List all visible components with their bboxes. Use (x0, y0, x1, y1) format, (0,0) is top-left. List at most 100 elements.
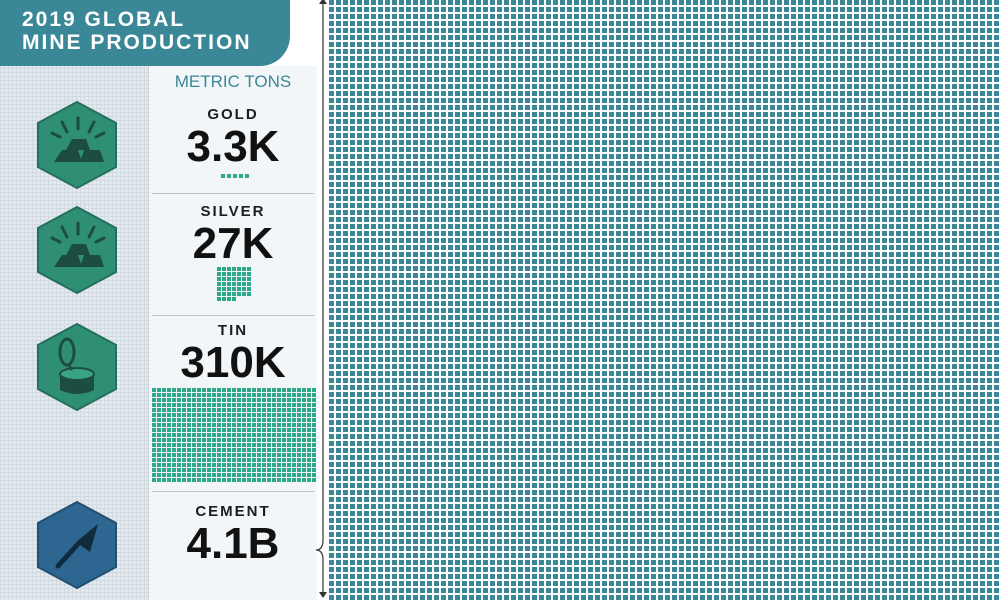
cement-square (973, 0, 978, 5)
cement-square (483, 98, 488, 103)
cement-square (609, 238, 614, 243)
tin-square (302, 423, 306, 427)
cement-square (574, 203, 579, 208)
cement-square (637, 42, 642, 47)
cement-square (994, 266, 999, 271)
cement-square (812, 210, 817, 215)
cement-square (455, 175, 460, 180)
cement-square (784, 294, 789, 299)
cement-square (973, 42, 978, 47)
cement-square (483, 49, 488, 54)
cement-square (504, 210, 509, 215)
cement-square (651, 182, 656, 187)
tin-square (157, 473, 161, 477)
cement-square (791, 308, 796, 313)
cement-square (763, 189, 768, 194)
cement-square (630, 77, 635, 82)
cement-square (462, 294, 467, 299)
cement-square (581, 161, 586, 166)
cement-square (651, 49, 656, 54)
cement-square (980, 168, 985, 173)
cement-square (371, 35, 376, 40)
cement-square (910, 231, 915, 236)
cement-square (833, 196, 838, 201)
cement-square (945, 217, 950, 222)
cement-square (812, 14, 817, 19)
cement-square (497, 287, 502, 292)
tin-square (157, 433, 161, 437)
silver-square (232, 287, 236, 291)
cement-square (623, 301, 628, 306)
cement-square (889, 189, 894, 194)
cement-square (539, 203, 544, 208)
cement-square (434, 217, 439, 222)
cement-square (896, 49, 901, 54)
cement-square (924, 56, 929, 61)
cement-square (952, 273, 957, 278)
cement-square (812, 35, 817, 40)
cement-square (679, 210, 684, 215)
cement-square (973, 147, 978, 152)
cement-square (581, 56, 586, 61)
cement-square (924, 14, 929, 19)
cement-square (749, 189, 754, 194)
cement-square (637, 308, 642, 313)
tin-square (182, 438, 186, 442)
tin-square (297, 433, 301, 437)
cement-square (770, 105, 775, 110)
cement-square (868, 98, 873, 103)
cement-square (574, 161, 579, 166)
cement-square (329, 231, 334, 236)
silver-square (242, 267, 246, 271)
cement-square (868, 168, 873, 173)
tin-square (282, 393, 286, 397)
cement-square (469, 112, 474, 117)
cement-square (637, 294, 642, 299)
cement-square (812, 133, 817, 138)
cement-square (483, 161, 488, 166)
cement-square (700, 63, 705, 68)
silver-square (217, 277, 221, 281)
cement-square (693, 182, 698, 187)
cement-square (413, 21, 418, 26)
cement-square (756, 70, 761, 75)
cement-square (623, 49, 628, 54)
cement-square (469, 98, 474, 103)
cement-square (525, 105, 530, 110)
tin-square (312, 468, 316, 472)
cement-square (903, 245, 908, 250)
cement-square (742, 126, 747, 131)
cement-square (861, 42, 866, 47)
cement-square (581, 224, 586, 229)
cement-square (847, 133, 852, 138)
cement-square (931, 63, 936, 68)
cement-square (483, 308, 488, 313)
cement-square (672, 175, 677, 180)
cement-square (707, 287, 712, 292)
cement-square (329, 42, 334, 47)
cement-square (497, 175, 502, 180)
cement-square (497, 161, 502, 166)
cement-square (847, 273, 852, 278)
cement-square (644, 7, 649, 12)
cement-square (357, 182, 362, 187)
cement-square (693, 245, 698, 250)
cement-square (700, 287, 705, 292)
cement-square (924, 91, 929, 96)
cement-square (483, 238, 488, 243)
cement-square (602, 77, 607, 82)
tin-square (222, 478, 226, 482)
cement-square (350, 28, 355, 33)
cement-square (791, 182, 796, 187)
cement-square (784, 21, 789, 26)
tin-square (267, 453, 271, 457)
cement-square (350, 266, 355, 271)
cement-square (392, 203, 397, 208)
cement-square (973, 287, 978, 292)
cement-square (791, 154, 796, 159)
tin-square (192, 388, 196, 392)
cement-square (714, 189, 719, 194)
cement-square (490, 252, 495, 257)
cement-square (476, 14, 481, 19)
cement-square (364, 42, 369, 47)
